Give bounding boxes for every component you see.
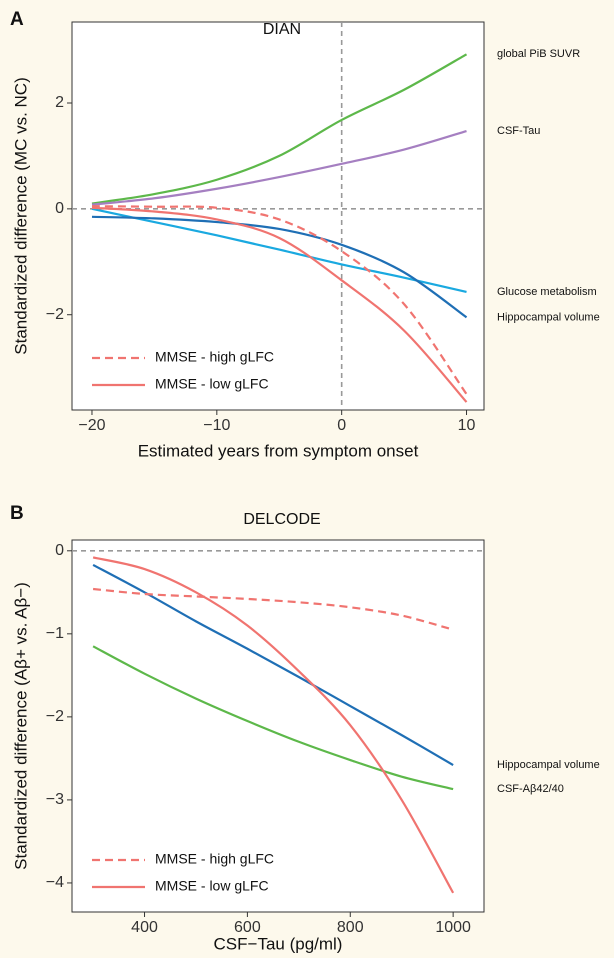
x-tick-label: 10 <box>458 417 476 434</box>
series-annotation: CSF-Tau <box>497 125 540 137</box>
panel-letter: A <box>10 9 24 30</box>
series-line <box>92 645 454 791</box>
x-tick-label: 600 <box>234 919 261 936</box>
y-tick-label: −1 <box>46 625 64 642</box>
legend-label: MMSE - high gLFC <box>155 851 274 867</box>
y-tick-label: 0 <box>55 542 64 559</box>
panel-letter: B <box>10 503 24 524</box>
x-tick-label: 400 <box>131 919 158 936</box>
y-tick-label: −2 <box>46 306 64 323</box>
y-tick-label: 0 <box>55 200 64 217</box>
series-annotation: Hippocampal volume <box>497 311 600 323</box>
series-line <box>91 53 468 205</box>
series-line <box>91 207 467 294</box>
plot-area <box>71 539 485 913</box>
legend-label: MMSE - low gLFC <box>155 376 269 392</box>
plot-area <box>71 21 485 411</box>
series-line <box>91 129 467 206</box>
series-line <box>92 587 454 631</box>
series-annotation: Glucose metabolism <box>497 286 597 298</box>
x-axis-label: Estimated years from symptom onset <box>138 441 419 460</box>
y-axis-label: Standardized difference (Aβ+ vs. Aβ−) <box>11 582 30 870</box>
y-tick-label: −3 <box>46 791 64 808</box>
y-tick-label: 2 <box>55 94 64 111</box>
series-line <box>91 206 468 403</box>
x-tick-label: 1000 <box>435 919 471 936</box>
series-annotation: CSF-Aβ42/40 <box>497 783 564 795</box>
x-tick-label: 0 <box>337 417 346 434</box>
legend-label: MMSE - low gLFC <box>155 878 269 894</box>
series-annotation: global PiB SUVR <box>497 48 580 60</box>
series-annotation: Hippocampal volume <box>497 759 600 771</box>
series-line <box>91 215 468 319</box>
series-line <box>92 556 455 894</box>
x-tick-label: −10 <box>203 417 230 434</box>
x-tick-label: 800 <box>337 919 364 936</box>
legend-label: MMSE - high gLFC <box>155 349 274 365</box>
chart-title: DIAN <box>263 21 301 38</box>
y-axis-label: Standardized difference (MC vs. NC) <box>11 77 30 354</box>
y-tick-label: −2 <box>46 708 64 725</box>
chart-title: DELCODE <box>243 511 320 528</box>
x-axis-label: CSF−Tau (pg/ml) <box>214 934 343 953</box>
y-tick-label: −4 <box>46 874 64 891</box>
x-tick-label: −20 <box>78 417 105 434</box>
